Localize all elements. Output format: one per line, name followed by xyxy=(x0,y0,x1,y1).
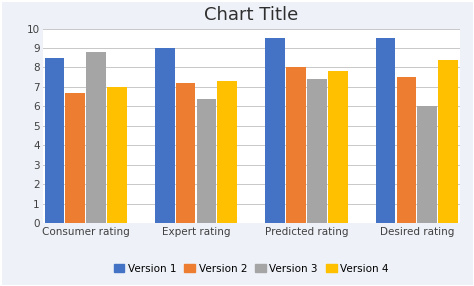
Bar xyxy=(438,60,458,223)
Bar xyxy=(218,81,237,223)
Bar xyxy=(376,38,395,223)
Bar xyxy=(397,77,416,223)
Bar xyxy=(176,83,195,223)
Bar xyxy=(265,38,285,223)
Bar xyxy=(418,106,437,223)
Bar xyxy=(65,93,85,223)
Bar xyxy=(328,72,347,223)
Bar xyxy=(197,99,216,223)
Bar xyxy=(155,48,174,223)
Bar xyxy=(86,52,106,223)
Bar xyxy=(45,58,64,223)
Title: Chart Title: Chart Title xyxy=(204,6,298,24)
Legend: Version 1, Version 2, Version 3, Version 4: Version 1, Version 2, Version 3, Version… xyxy=(109,260,393,278)
Bar xyxy=(307,79,327,223)
Bar xyxy=(286,67,306,223)
Bar xyxy=(107,87,127,223)
